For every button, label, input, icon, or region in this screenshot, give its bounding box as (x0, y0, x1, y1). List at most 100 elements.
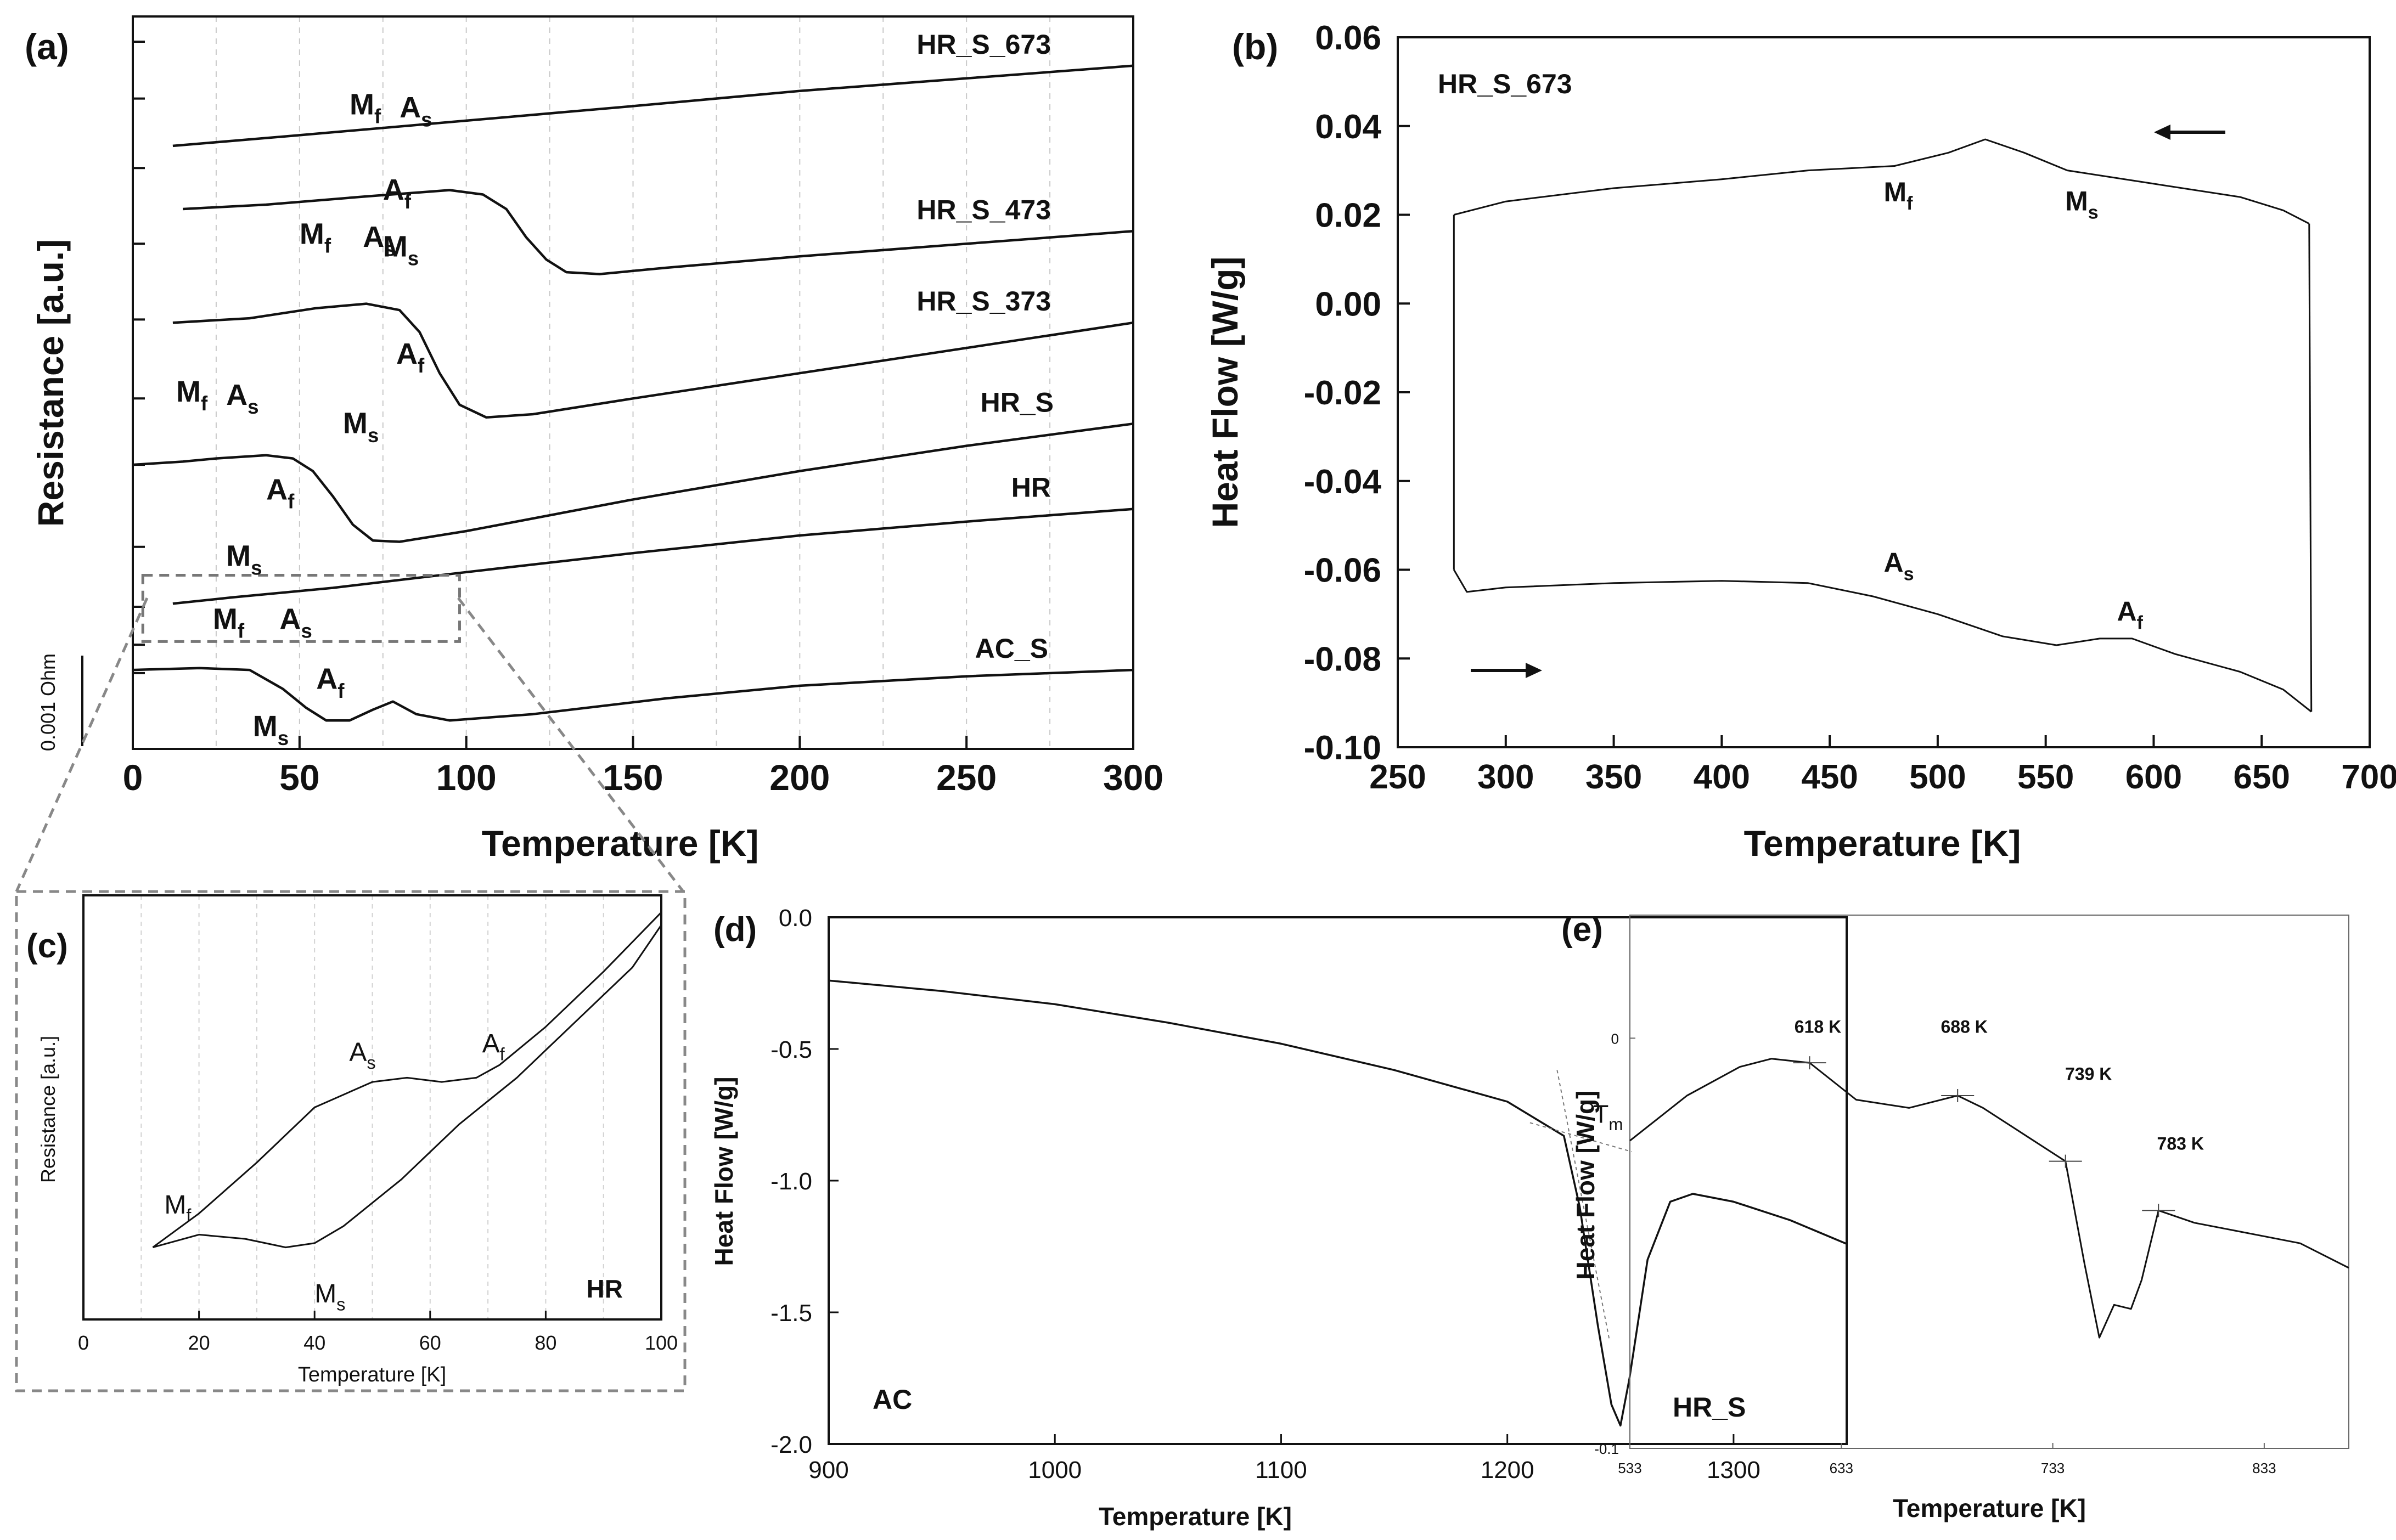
panel-b-xtick-label: 450 (1801, 758, 1858, 796)
panel-c-xtick-label: 40 (303, 1332, 325, 1354)
panel-c-annotation: Mf (164, 1191, 192, 1225)
panel-c-annotation: As (349, 1037, 375, 1072)
panel-a-series-label: HR_S (981, 387, 1054, 418)
panel-e-xtick-label: 733 (2041, 1460, 2065, 1476)
panel-b-xtick-label: 650 (2233, 758, 2290, 796)
panel-e-ytick-label: 0 (1611, 1030, 1619, 1047)
panel-c-annotation-sub: f (500, 1043, 505, 1064)
panel-a-series-label: AC_S (975, 633, 1048, 664)
panel-a-annotation-sub: s (278, 727, 289, 749)
panel-d-ytick-label: -0.5 (770, 1036, 812, 1063)
panel-a-series-line (182, 189, 1134, 275)
panel-b-heating-arrowhead (1526, 663, 1542, 678)
panel-a-xtick-label: 100 (436, 757, 497, 798)
panel-c-series-line (153, 924, 662, 1249)
panel-a-annotation: As (226, 379, 258, 418)
panel-b-ytick-label: 0.04 (1315, 108, 1381, 146)
panel-b-xtick-label: 600 (2125, 758, 2182, 796)
panel-a-series-label: HR (1011, 472, 1051, 503)
panel-d-xtick-label: 1100 (1255, 1457, 1307, 1483)
panel-a-zoom-box (141, 574, 462, 643)
panel-a-series-line (132, 667, 1134, 722)
panel-e-frame (1629, 915, 2349, 1449)
panel-d-xtick-label: 1000 (1028, 1457, 1082, 1483)
panel-b-ytick-label: -0.06 (1304, 552, 1381, 590)
panel-a-series-label: HR_S_473 (916, 194, 1051, 225)
panel-b-annotation: Ms (2065, 185, 2099, 223)
panel-c-frame (82, 894, 662, 1321)
panel-a-annotation-sub: s (301, 620, 312, 642)
panel-d-ytick-label: -1.0 (770, 1168, 812, 1195)
panel-a-annotation-sub: f (324, 235, 331, 257)
panel-a-annotation: Af (316, 663, 345, 702)
panel-a-xlabel: Temperature [K] (482, 823, 759, 864)
panel-a-annotation-sub: s (251, 556, 262, 579)
panel-e-xtick-label: 633 (1830, 1460, 1853, 1476)
panel-c-xlabel: Temperature [K] (298, 1363, 446, 1386)
panel-b-loop-right (2308, 223, 2313, 712)
panel-a-annotation: Af (396, 337, 425, 377)
panel-c-annotation-sub: s (336, 1294, 345, 1314)
panel-b-ytick-label: 0.00 (1315, 285, 1381, 323)
panel-e-ylabel: Heat Flow [W/g] (1571, 1091, 1600, 1280)
panel-a-annotation: Af (266, 473, 295, 512)
panel-a-annotation-sub: s (421, 108, 432, 131)
panel-b-ytick-label: 0.02 (1315, 197, 1381, 235)
panel-a-scale-bar-label: 0.001 Ohm (37, 653, 59, 751)
panel-a-series-label: HR_S_673 (916, 29, 1051, 60)
panel-a-annotation: Ms (343, 407, 379, 447)
panel-a-annotation: Af (383, 173, 412, 213)
panel-a-annotation-sub: f (338, 680, 345, 702)
panel-b-annotation-sub: f (1906, 193, 1913, 214)
panel-a-series-label: HR_S_373 (916, 286, 1051, 317)
panel-a-xtick-label: 300 (1103, 757, 1163, 798)
panel-b-xtick-label: 700 (2341, 758, 2396, 796)
panel-c-annotation: Af (482, 1029, 505, 1064)
panel-a-series-line (172, 507, 1134, 605)
panel-e-label: (e) (1561, 911, 1603, 949)
panel-b-ytick-label: -0.08 (1304, 640, 1381, 678)
panel-b-ytick-label: -0.10 (1304, 729, 1381, 767)
panel-b-sample-label: HR_S_673 (1438, 69, 1572, 99)
panel-b-annotation-sub: f (2137, 613, 2144, 634)
panel-b-ylabel: Heat Flow [W/g] (1205, 257, 1245, 528)
panel-c-xtick-label: 0 (78, 1332, 89, 1354)
panel-d-tangent (1529, 1122, 1632, 1153)
panel-e-xlabel: Temperature [K] (1893, 1494, 2086, 1522)
panel-e-sample-label: HR_S (1673, 1392, 1746, 1423)
panel-c-sample-label: HR (587, 1274, 623, 1303)
panel-a-series-line (172, 302, 1134, 419)
panel-d-annotation-sub: m (1608, 1115, 1623, 1134)
panel-a-annotation: Mf (350, 88, 381, 127)
panel-d-xlabel: Temperature [K] (1099, 1502, 1292, 1531)
panel-e-ytick-label: -0.1 (1594, 1441, 1619, 1457)
panel-c-xtick-label: 80 (535, 1332, 556, 1354)
panel-d-ytick-label: -1.5 (770, 1300, 812, 1327)
panel-b-annotation-sub: s (2088, 202, 2099, 223)
panel-b-xtick-label: 400 (1694, 758, 1750, 796)
panel-d-label: (d) (713, 911, 757, 949)
panel-d-sample-label: AC (873, 1384, 912, 1415)
panel-a-annotation-sub: s (368, 424, 379, 447)
panel-d-ytick-label: -2.0 (770, 1431, 812, 1458)
panel-a-annotation: Mf (176, 375, 208, 415)
panel-e-xtick-label: 833 (2252, 1460, 2276, 1476)
panel-a-annotation-sub: f (288, 490, 295, 513)
panel-a-annotation-sub: f (418, 354, 425, 377)
panel-b-label: (b) (1232, 26, 1278, 67)
panel-b-ytick-label: -0.02 (1304, 374, 1381, 412)
panel-a-series-line (172, 64, 1134, 148)
panel-c-ylabel: Resistance [a.u.] (37, 1036, 59, 1183)
panel-a-annotation-sub: s (384, 238, 395, 260)
panel-b-annotation-sub: s (1904, 564, 1914, 585)
panel-d-ylabel: Heat Flow [W/g] (710, 1077, 738, 1266)
panel-c-annotation-sub: s (367, 1052, 375, 1073)
panel-d-series-line (828, 979, 1847, 1427)
zoom-connector-right (457, 597, 684, 893)
panel-e-series-line (1629, 1058, 2349, 1339)
panel-a-annotation-sub: f (404, 190, 412, 213)
panel-d-xtick-label: 1300 (1707, 1457, 1761, 1483)
panel-a-xtick-label: 250 (936, 757, 997, 798)
panel-e-peak-label: 618 K (1795, 1017, 1841, 1036)
panel-a-annotation-sub: s (408, 247, 419, 270)
